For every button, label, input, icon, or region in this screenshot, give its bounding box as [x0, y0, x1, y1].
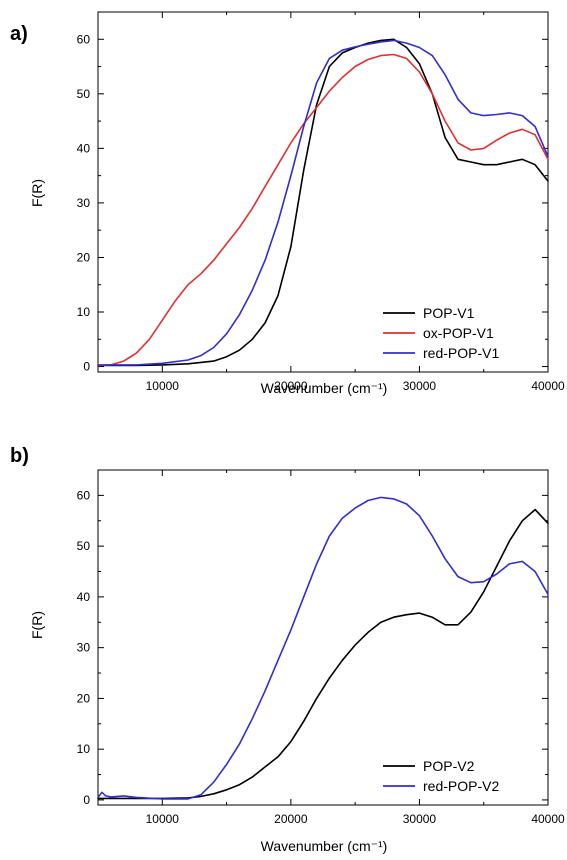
legend-label-pop-v2: POP-V2: [423, 758, 475, 774]
panel-a-y-tick-label: 10: [77, 305, 91, 319]
panel-b-label: b): [10, 445, 29, 467]
panel-a: a) Wavenumber (cm⁻¹) F(R) 10000 20000 3000…: [10, 11, 565, 396]
panel-b-y-tick-label: 10: [77, 742, 91, 756]
panel-b-x-tick-label: 10000: [146, 812, 180, 826]
series-line-ox-pop-v1: [97, 53, 549, 367]
legend-label-pop-v1: POP-V1: [423, 305, 475, 321]
legend-label-red-pop-v1: red-POP-V1: [423, 345, 499, 361]
panel-a-y-tick-label: 50: [77, 87, 91, 101]
panel-b-y-axis-title: F(R): [29, 611, 45, 639]
panel-b-y-tick-label: 50: [77, 539, 91, 553]
panel-a-y-tick-label: 60: [77, 32, 91, 46]
panel-a-plot-frame: [97, 11, 549, 373]
panel-a-y-tick-label: 30: [77, 196, 91, 210]
panel-b-y-tick-label: 60: [77, 488, 91, 502]
panel-b-x-axis-title: Wavenumber (cm⁻¹): [261, 838, 388, 854]
panel-b-y-tick-label: 30: [77, 641, 91, 655]
legend-label-ox-pop-v1: ox-POP-V1: [423, 325, 494, 341]
panel-a-x-tick-label: 10000: [146, 379, 180, 393]
panel-b-plot-frame: [97, 469, 549, 806]
series-line-red-pop-v1: [97, 39, 549, 366]
panel-a-y-tick-label: 0: [83, 360, 90, 374]
panel-a-x-tick-label: 20000: [274, 379, 308, 393]
panel-b-x-tick-label: 40000: [531, 812, 565, 826]
panel-b-x-tick-label: 30000: [403, 812, 437, 826]
panel-a-y-tick-label: 40: [77, 141, 91, 155]
panel-b: b) Wavenumber (cm⁻¹) F(R) 10000 20000 3000…: [10, 445, 565, 854]
panel-b-y-tick-label: 0: [83, 793, 90, 807]
panel-b-x-tick-label: 20000: [274, 812, 308, 826]
panel-a-y-axis-title: F(R): [29, 179, 45, 207]
series-line-red-pop-v2: [97, 496, 549, 800]
panel-b-y-tick-label: 40: [77, 590, 91, 604]
panel-a-x-tick-label: 40000: [531, 379, 565, 393]
panel-a-y-tick-label: 20: [77, 250, 91, 264]
series-line-pop-v2: [97, 508, 549, 800]
panel-b-y-tick-label: 20: [77, 691, 91, 705]
panel-a-x-axis-title: Wavenumber (cm⁻¹): [261, 380, 388, 396]
panel-a-x-tick-label: 30000: [403, 379, 437, 393]
legend-label-red-pop-v2: red-POP-V2: [423, 778, 499, 794]
panel-a-label: a): [10, 23, 28, 45]
